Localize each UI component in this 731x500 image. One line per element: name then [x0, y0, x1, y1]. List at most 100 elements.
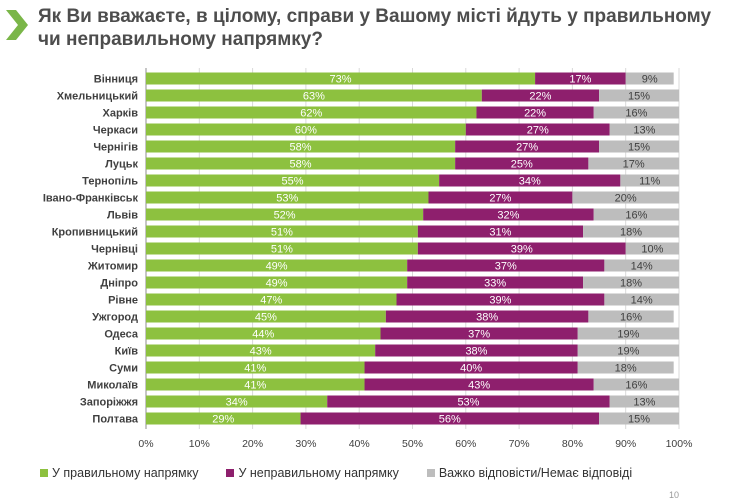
data-label: 15%	[628, 91, 650, 103]
category-label: Полтава	[92, 414, 138, 426]
bar-segment	[146, 106, 477, 119]
bar-segment	[604, 259, 679, 272]
x-tick-label: 60%	[455, 438, 476, 450]
category-label: Суми	[109, 363, 138, 375]
bar-segment	[146, 123, 466, 136]
bar-segment	[146, 276, 408, 289]
chevron-logo-icon	[6, 10, 28, 40]
bar-segment	[577, 344, 679, 357]
legend-label: Важко відповісти/Немає відповіді	[438, 466, 633, 480]
data-label: 56%	[439, 414, 461, 426]
data-label: 53%	[457, 397, 479, 409]
bar-segment	[146, 225, 418, 238]
data-label: 44%	[252, 329, 274, 341]
data-label: 17%	[569, 74, 591, 86]
bar-segment	[583, 276, 679, 289]
data-label: 18%	[615, 363, 637, 375]
bar-segment	[593, 208, 679, 221]
category-label: Рівне	[108, 295, 138, 307]
data-label: 18%	[620, 227, 642, 239]
data-label: 55%	[282, 176, 304, 188]
data-label: 32%	[497, 210, 519, 222]
data-label: 18%	[620, 278, 642, 290]
bar-segment	[364, 378, 594, 391]
x-tick-label: 40%	[349, 438, 370, 450]
bar-segment	[146, 174, 440, 187]
category-label: Запоріжжя	[80, 397, 138, 409]
bar-segment	[439, 174, 621, 187]
data-label: 27%	[489, 193, 511, 205]
bar-segment	[146, 412, 301, 425]
data-label: 16%	[620, 312, 642, 324]
bar-segment	[300, 412, 600, 425]
bar-segment	[465, 123, 610, 136]
bar-segment	[625, 72, 674, 85]
bar-segment	[588, 310, 674, 323]
x-tick-label: 50%	[402, 438, 423, 450]
data-label: 62%	[300, 108, 322, 120]
legend-label: У неправильному напрямку	[238, 466, 399, 480]
data-label: 73%	[330, 74, 352, 86]
data-label: 14%	[631, 261, 653, 273]
category-label: Одеса	[104, 329, 138, 341]
data-label: 10%	[641, 244, 663, 256]
data-label: 34%	[519, 176, 541, 188]
category-label: Житомир	[87, 261, 138, 273]
data-label: 60%	[295, 125, 317, 137]
bar-segment	[385, 310, 589, 323]
bar-segment	[146, 293, 397, 306]
bar-segment	[577, 361, 674, 374]
bar-segment	[577, 327, 679, 340]
legend: У правильному напрямку У неправильному н…	[40, 466, 632, 480]
data-label: 16%	[625, 108, 647, 120]
bar-segment	[327, 395, 610, 408]
bar-segment	[146, 72, 536, 85]
bar-segment	[599, 140, 679, 153]
bar-segment	[375, 344, 578, 357]
bar-segment	[423, 208, 594, 221]
x-tick-label: 80%	[562, 438, 583, 450]
data-label: 9%	[642, 74, 658, 86]
bar-segment	[146, 89, 482, 102]
category-label: Кропивницький	[52, 227, 138, 239]
bar-segment	[146, 208, 424, 221]
x-tick-label: 100%	[666, 438, 693, 450]
category-label: Дніпро	[100, 278, 138, 290]
data-label: 37%	[468, 329, 490, 341]
legend-item-wrong-direction: У неправильному напрямку	[226, 466, 399, 480]
legend-swatch-purple	[226, 469, 235, 477]
data-label: 49%	[266, 278, 288, 290]
x-tick-label: 30%	[295, 438, 316, 450]
data-label: 51%	[271, 244, 293, 256]
data-label: 13%	[633, 125, 655, 137]
x-tick-label: 0%	[138, 438, 153, 450]
category-label: Хмельницький	[57, 91, 138, 103]
bar-segment	[428, 191, 573, 204]
page-title: Як Ви вважаєте, в цілому, справи у Вашом…	[38, 6, 712, 50]
data-label: 16%	[625, 210, 647, 222]
bar-segment	[599, 412, 679, 425]
category-label: Луцьк	[105, 159, 138, 171]
bar-segment	[481, 89, 600, 102]
data-label: 63%	[303, 91, 325, 103]
data-label: 38%	[465, 346, 487, 358]
data-label: 27%	[516, 142, 538, 154]
bar-segment	[146, 259, 408, 272]
data-label: 40%	[460, 363, 482, 375]
bar-segment	[583, 225, 679, 238]
category-label: Київ	[115, 346, 139, 358]
data-label: 16%	[625, 380, 647, 392]
category-label: Івано-Франківськ	[43, 193, 139, 205]
data-label: 11%	[639, 176, 660, 188]
bar-segment	[417, 225, 584, 238]
bar-segment	[146, 361, 365, 374]
bar-segment	[146, 242, 418, 255]
bar-segment	[407, 259, 605, 272]
bar-segment	[380, 327, 578, 340]
data-label: 29%	[212, 414, 234, 426]
data-label: 13%	[633, 397, 655, 409]
bar-segment	[455, 140, 600, 153]
legend-label: У правильному напрямку	[52, 466, 199, 480]
data-label: 39%	[489, 295, 511, 307]
bar-segment	[146, 395, 328, 408]
